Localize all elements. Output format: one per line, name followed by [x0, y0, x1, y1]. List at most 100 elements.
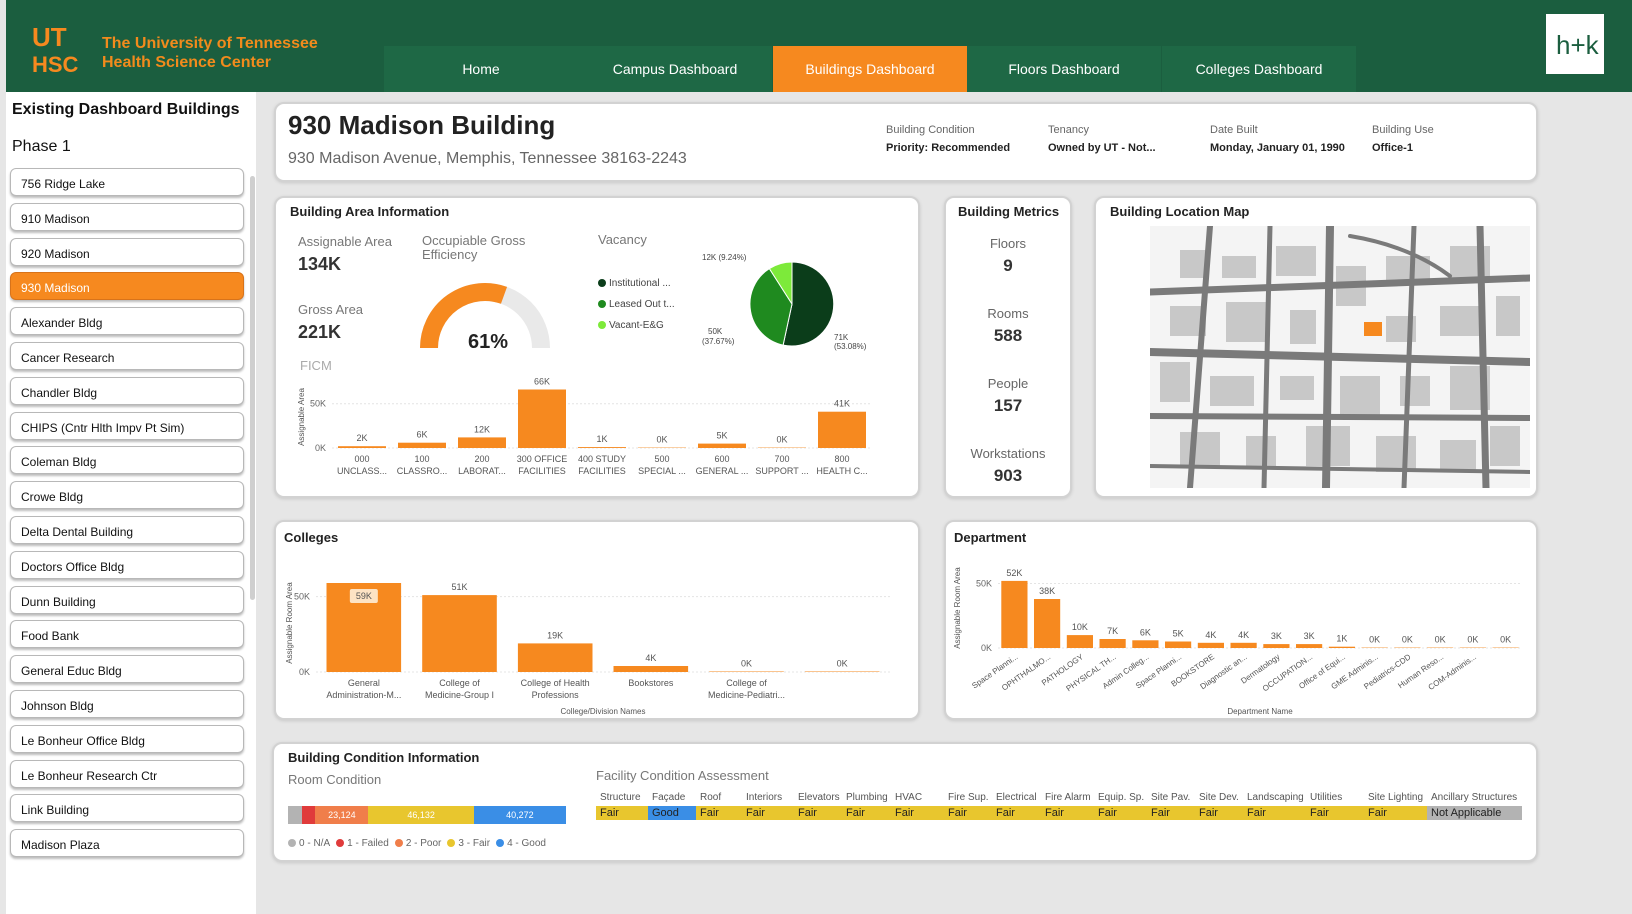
vacancy-legend-item[interactable]: Institutional ... [598, 278, 675, 299]
sidebar-item-building[interactable]: 930 Madison [10, 272, 244, 301]
fca-header: Ancillary Structures [1431, 792, 1518, 803]
vacancy-legend-item[interactable]: Vacant-E&G [598, 320, 675, 341]
condition-value: Priority: Recommended [886, 142, 1011, 154]
nav-buildings-dashboard[interactable]: Buildings Dashboard [773, 46, 967, 92]
vacancy-label: Vacancy [598, 232, 647, 247]
sidebar-item-building[interactable]: Crowe Bldg [10, 481, 244, 510]
sidebar-item-building[interactable]: General Educ Bldg [10, 655, 244, 684]
data-label: 5K [716, 431, 727, 441]
sidebar-item-building[interactable]: CHIPS (Cntr Hlth Impv Pt Sim) [10, 411, 244, 440]
nav-colleges-dashboard[interactable]: Colleges Dashboard [1162, 46, 1356, 92]
y-tick-label: 50K [294, 592, 310, 602]
x-tick-label: 400 STUDY [578, 454, 626, 464]
bar [398, 442, 446, 448]
sidebar-item-building[interactable]: Food Bank [10, 620, 244, 649]
sidebar-item-building[interactable]: 756 Ridge Lake [10, 168, 244, 196]
sidebar-item-building[interactable]: Doctors Office Bldg [10, 550, 244, 579]
sidebar-scrollbar[interactable] [250, 176, 255, 600]
data-label: 0K [1435, 635, 1446, 645]
nav-campus-dashboard[interactable]: Campus Dashboard [578, 46, 772, 92]
fca-header: Utilities [1310, 792, 1343, 803]
ficm-label: FICM [300, 358, 332, 373]
sidebar-item-building[interactable]: Delta Dental Building [10, 516, 244, 544]
colleges-title: Colleges [284, 530, 339, 545]
data-label: 51K [451, 582, 467, 592]
sidebar-title: Existing Dashboard Buildings [12, 101, 240, 118]
data-label: 52K [1006, 568, 1022, 578]
room-condition-segment[interactable]: 23,124 [315, 806, 369, 824]
room-condition-segment[interactable]: 46,132 [368, 806, 474, 824]
sidebar-item-building[interactable]: 910 Madison [10, 202, 244, 231]
sidebar-item-building[interactable]: Link Building [10, 794, 244, 823]
uthsc-logo[interactable]: UT HSC [30, 22, 92, 77]
sidebar-item-building[interactable]: Coleman Bldg [10, 446, 244, 475]
fca-header: Fire Sup. [948, 792, 989, 803]
room-legend-item[interactable]: 4 - Good [496, 838, 546, 849]
workstations-label: Workstations [970, 446, 1046, 461]
x-tick-label: FACILITIES [578, 466, 626, 476]
fca-value-cell: Fair [1041, 806, 1094, 820]
metrics-title: Building Metrics [958, 204, 1060, 219]
date-built-label: Date Built [1210, 124, 1258, 136]
room-legend-item[interactable]: 2 - Poor [394, 838, 442, 849]
fca-value-cell: Fair [596, 806, 648, 820]
room-condition-segment[interactable] [288, 806, 302, 824]
sidebar-item-building[interactable]: Chandler Bldg [10, 376, 244, 405]
bar [1263, 644, 1290, 648]
data-label: 59K [356, 591, 372, 601]
nav-floors-dashboard[interactable]: Floors Dashboard [967, 46, 1161, 92]
fca-value-cell: Fair [1243, 806, 1306, 820]
room-condition-segment[interactable] [301, 806, 316, 824]
x-tick-label: 700 [774, 454, 789, 464]
sidebar-item-building[interactable]: Cancer Research [10, 342, 244, 370]
x-tick-label: 600 [714, 454, 729, 464]
data-label: 10K [1072, 622, 1088, 632]
app-header: UT HSC The University of Tennessee Healt… [6, 0, 1632, 92]
x-tick-label: Medicine-Group I [425, 690, 494, 700]
sidebar-item-building[interactable]: Alexander Bldg [10, 307, 244, 336]
data-label: 41K [834, 399, 850, 409]
bar [1001, 580, 1028, 648]
data-label: 4K [645, 653, 656, 663]
sidebar-item-building[interactable]: Le Bonheur Office Bldg [10, 724, 244, 753]
y-tick-label: 0K [315, 443, 326, 453]
sidebar-item-building[interactable]: Dunn Building [10, 585, 244, 614]
room-legend-item[interactable]: 1 - Failed [336, 838, 389, 849]
sidebar-item-building[interactable]: Le Bonheur Research Ctr [10, 759, 244, 788]
x-tick-label: Bookstores [628, 678, 674, 688]
room-legend-item[interactable]: 3 - Fair [447, 838, 490, 849]
fca-header: Site Lighting [1368, 792, 1424, 803]
room-legend-item[interactable]: 0 - N/A [288, 838, 330, 849]
x-tick-label: College of [726, 678, 767, 688]
vacancy-legend-label: Leased Out t... [609, 299, 675, 310]
bar [458, 437, 506, 448]
y-axis-label: Assignable Room Area [953, 567, 962, 649]
sidebar-item-building[interactable]: 920 Madison [10, 237, 244, 266]
nav-home[interactable]: Home [384, 46, 578, 92]
fca-value-cell: Not Applicable [1427, 806, 1522, 820]
sidebar-item-building[interactable]: Madison Plaza [10, 829, 244, 858]
sidebar-item-building[interactable]: Johnson Bldg [10, 690, 244, 718]
campus-map[interactable] [1150, 226, 1530, 488]
fca-header: Electrical [996, 792, 1037, 803]
condition-title: Building Condition Information [288, 750, 480, 765]
fca-value-cell: Fair [742, 806, 794, 820]
workstations-value: 903 [993, 466, 1023, 485]
vacancy-legend-item[interactable]: Leased Out t... [598, 299, 675, 320]
fca-header: Fire Alarm [1045, 792, 1091, 803]
fca-header: Elevators [798, 792, 840, 803]
bar [1230, 642, 1257, 648]
x-tick-label: Administration-M... [326, 690, 401, 700]
y-axis-label: Assignable Room Area [285, 582, 294, 664]
bar [1328, 646, 1355, 648]
room-condition-segment[interactable]: 40,272 [473, 806, 566, 824]
room-legend-label: 3 - Fair [458, 838, 491, 849]
x-tick-label: UNCLASS... [337, 466, 387, 476]
data-label: 3K [1304, 631, 1315, 641]
room-legend-label: 2 - Poor [405, 838, 442, 849]
y-axis-label: Assignable Area [297, 388, 306, 446]
building-use-label: Building Use [1372, 124, 1434, 136]
legend-dot-icon [447, 839, 456, 847]
x-axis-label: College/Division Names [561, 707, 646, 716]
vacancy-legend: Institutional ... Leased Out t... Vacant-E… [598, 278, 675, 341]
